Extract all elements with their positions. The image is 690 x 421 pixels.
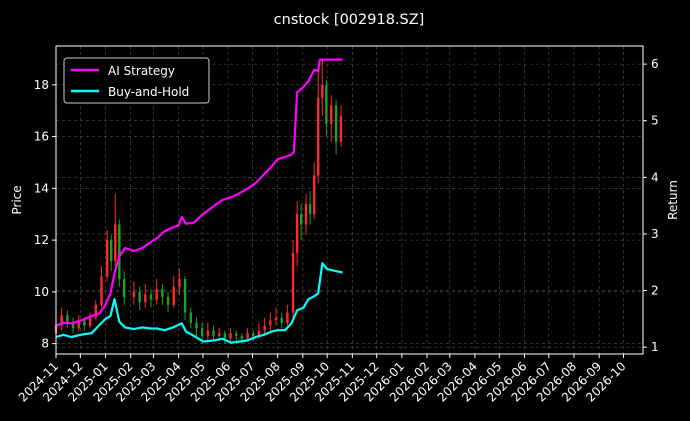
price-candle-body [144,294,147,303]
y2-tick-label: 3 [651,227,659,241]
price-candle-body [286,312,289,323]
price-candle-body [263,325,266,331]
legend-box [63,57,210,104]
price-candle-body [330,105,333,124]
price-candle-body [291,253,295,313]
y-tick-label: 8 [41,337,49,351]
price-candle-body [308,203,312,215]
y-axis-label: Price [10,185,24,214]
price-candle-body [321,84,324,98]
price-candle-body [122,278,126,298]
price-candle-body [71,322,75,329]
price-candle-body [178,278,181,287]
price-candle-body [280,317,283,323]
price-candle-body [317,97,320,176]
price-candle-body [229,333,232,339]
price-candle-body [172,286,175,305]
buy-and-hold-line [55,262,343,344]
y2-tick-label: 2 [651,284,659,298]
legend-label-buy-and-hold: Buy-and-Hold [108,85,189,99]
y-tick-label: 14 [34,181,49,195]
price-candle-body [295,214,299,254]
price-candle-body [155,289,158,300]
price-candle-body [206,330,210,336]
price-candle-body [166,297,170,305]
price-candle-body [235,333,238,336]
price-candle-body [138,291,141,303]
price-candle-body [212,330,215,336]
price-candle-body [217,333,221,336]
price-candle-body [114,224,117,261]
price-candle-body [77,320,80,329]
y2-tick-label: 4 [651,170,659,184]
y2-axis-label: Return [666,180,680,220]
price-candle-body [200,328,204,336]
price-candle-body [246,333,249,339]
price-candle-body [274,317,278,321]
price-candle-body [257,330,261,336]
price-candle-body [60,315,63,326]
price-candle-body [100,276,103,305]
y2-tick-label: 6 [651,57,659,71]
price-candle-body [312,175,316,215]
plot-frame [55,45,644,355]
price-candle-body [269,320,272,326]
price-candle-body [132,291,136,298]
price-candle-body [240,335,244,339]
chart-title: cnstock [002918.SZ] [274,12,425,28]
y-tick-label: 12 [34,233,49,247]
price-candle-body [88,317,92,326]
line-layer [55,58,343,344]
y2-tick-label: 1 [651,340,659,354]
y-tick-label: 10 [34,285,49,299]
y2-tick-label: 5 [651,114,659,128]
price-candle-body [299,214,303,225]
ai-strategy-line [55,58,343,327]
price-candle-body [66,315,69,323]
candle-layer [54,58,343,344]
price-candle-body [334,105,338,142]
price-candle-body [183,278,187,313]
legend: AI Strategy Buy-and-Hold [63,57,210,104]
price-candle-body [105,240,109,277]
price-candle-body [149,294,153,300]
price-candle-body [161,289,164,298]
price-candle-body [110,240,113,261]
price-candle-body [94,304,97,318]
price-candle-body [118,224,121,279]
price-candle-body [223,333,227,339]
price-candle-body [304,203,308,225]
y-tick-label: 18 [34,78,49,92]
price-candle-body [83,320,86,326]
price-candle-body [189,312,192,323]
y-tick-label: 16 [34,130,49,144]
price-candle-body [325,84,328,124]
price-candle-body [252,333,255,336]
price-candle-body [339,115,343,142]
price-candle-body [195,322,198,329]
legend-label-ai-strategy: AI Strategy [108,64,175,78]
